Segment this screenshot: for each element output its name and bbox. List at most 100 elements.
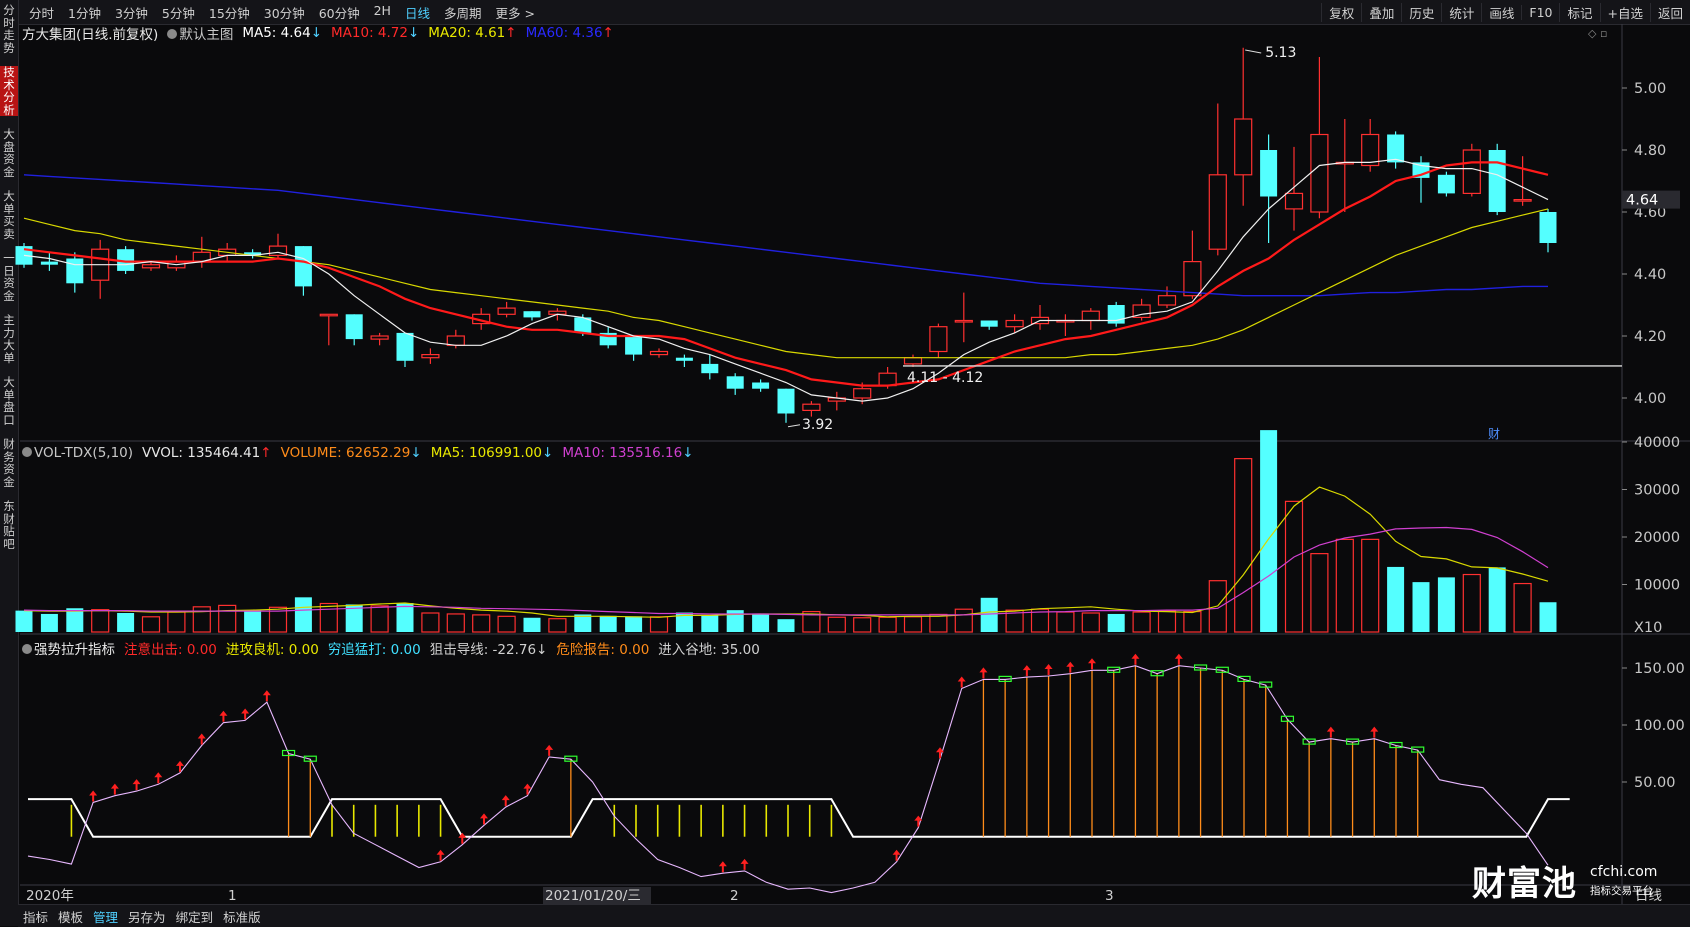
up-arrow-marker bbox=[132, 779, 141, 791]
volume-bar-down bbox=[294, 597, 312, 632]
sidebar-tab-3[interactable]: 大单买卖 bbox=[3, 189, 15, 241]
period-label: 日线 bbox=[1635, 888, 1662, 904]
sidebar-tab-5[interactable]: 主力大单 bbox=[3, 313, 15, 365]
toolbar-button-7[interactable]: +自选 bbox=[1599, 2, 1650, 22]
sidebar-tab-2[interactable]: 大盘资金 bbox=[3, 127, 15, 179]
volume-bar-up bbox=[929, 613, 948, 633]
volume-bar-down bbox=[1107, 613, 1125, 632]
sidebar-tab-8[interactable]: 东财贴吧 bbox=[3, 499, 15, 551]
sidebar-tab-6[interactable]: 大单盘口 bbox=[3, 375, 15, 427]
volume-bar-down bbox=[117, 613, 135, 632]
indicator-name[interactable]: 强势拉升指标 bbox=[22, 638, 115, 658]
bottom-tab-1[interactable]: 模板 bbox=[58, 909, 84, 925]
volume-bar-up bbox=[954, 608, 973, 633]
ind-tick-label: 150.00 bbox=[1634, 661, 1685, 677]
toolbar-button-3[interactable]: 统计 bbox=[1441, 2, 1481, 22]
toolbar-button-1[interactable]: 叠加 bbox=[1361, 2, 1401, 22]
down-box-marker bbox=[1237, 675, 1251, 683]
period-tab-6[interactable]: 60分钟 bbox=[318, 5, 360, 21]
volume-bar-down bbox=[1437, 577, 1455, 632]
up-arrow-marker bbox=[1370, 726, 1379, 738]
toolbar-button-0[interactable]: 复权 bbox=[1321, 2, 1361, 22]
period-tab-3[interactable]: 5分钟 bbox=[161, 5, 195, 21]
candle-up bbox=[1284, 192, 1304, 210]
period-tab-5[interactable]: 30分钟 bbox=[263, 5, 305, 21]
vol-tick-label: 40000 bbox=[1634, 435, 1680, 451]
bottom-tab-3[interactable]: 另存为 bbox=[128, 909, 166, 925]
up-arrow-marker bbox=[501, 795, 510, 807]
template-selector[interactable]: 默认主图 bbox=[167, 23, 233, 43]
volume-bar-down bbox=[701, 615, 719, 632]
high-pointer bbox=[1245, 49, 1262, 54]
period-tabs: 分时 1分钟 3分钟 5分钟 15分钟 30分钟 60分钟 2H 日线 多周期 更多 > bbox=[22, 3, 542, 22]
volume-bar-down bbox=[574, 614, 592, 632]
period-tab-1[interactable]: 1分钟 bbox=[68, 5, 101, 21]
down-box-marker bbox=[998, 675, 1012, 683]
period-tab-4[interactable]: 15分钟 bbox=[208, 5, 250, 21]
ma20-value: MA20: 4.61 bbox=[428, 25, 506, 41]
candle-up bbox=[853, 388, 872, 399]
main-chart-legend: 方大集团(日线.前复权) 默认主图 MA5: 4.64↓ MA10: 4.72↓… bbox=[22, 23, 614, 43]
toolbar-button-5[interactable]: F10 bbox=[1521, 4, 1559, 20]
up-arrow-marker bbox=[1066, 661, 1075, 673]
date-label: 2 bbox=[730, 888, 739, 904]
volume-bar-down bbox=[726, 610, 744, 632]
volume-bar-up bbox=[370, 605, 389, 633]
sidebar-tab-1[interactable]: 技术分析 bbox=[0, 66, 18, 116]
sidebar-tab-4[interactable]: 一日资金 bbox=[3, 251, 15, 303]
vol-indicator-name[interactable]: VOL-TDX(5,10) bbox=[22, 445, 133, 461]
period-tab-2[interactable]: 3分钟 bbox=[114, 5, 148, 21]
bottom-tab-2[interactable]: 管理 bbox=[93, 909, 119, 925]
bottom-tab-0[interactable]: 指标 bbox=[23, 909, 49, 925]
down-box-marker bbox=[1215, 666, 1229, 673]
volume-bar-up bbox=[472, 614, 491, 633]
period-tab-7[interactable]: 2H bbox=[373, 2, 391, 18]
toolbar-button-8[interactable]: 返回 bbox=[1649, 2, 1690, 22]
volume-bar-down bbox=[40, 613, 58, 632]
bottom-tab-5[interactable]: 标准版 bbox=[223, 909, 261, 925]
vol-ma10-value: MA10: 135516.16 bbox=[562, 445, 683, 461]
period-tab-9[interactable]: 多周期 bbox=[443, 5, 482, 21]
period-tab-10[interactable]: 更多 > bbox=[495, 5, 535, 21]
toolbar-button-2[interactable]: 历史 bbox=[1401, 2, 1441, 22]
up-arrow-marker bbox=[1326, 726, 1335, 738]
down-box-marker bbox=[1411, 746, 1425, 753]
vol-tick-label: 10000 bbox=[1634, 578, 1680, 594]
indicator-name-label: 强势拉升指标 bbox=[34, 642, 115, 658]
volume-bar-up bbox=[1284, 500, 1304, 633]
up-arrow-marker bbox=[523, 783, 532, 795]
volume-bar-up bbox=[1183, 610, 1202, 633]
crosshair-date-box bbox=[543, 887, 651, 904]
up-arrow-marker bbox=[436, 849, 445, 861]
volume-bar-down bbox=[244, 610, 262, 632]
watermark-site: cfchi.com bbox=[1590, 864, 1658, 880]
price-tick-label: 4.80 bbox=[1634, 143, 1666, 159]
price-tick-label: 5.00 bbox=[1634, 81, 1666, 97]
up-arrow-marker bbox=[1174, 653, 1183, 665]
date-label: 2020年 bbox=[26, 888, 74, 904]
sidebar-tab-7[interactable]: 财务资金 bbox=[3, 437, 15, 489]
stock-title[interactable]: 方大集团(日线.前复权) bbox=[22, 27, 159, 43]
toolbar-button-4[interactable]: 画线 bbox=[1481, 2, 1521, 22]
up-arrow-marker bbox=[914, 815, 923, 827]
volume-bar-up bbox=[141, 616, 161, 633]
vol-ma5-arrow: ↓ bbox=[542, 445, 554, 461]
candle-down bbox=[726, 376, 744, 389]
candle-down bbox=[244, 252, 262, 256]
volume-bar-down bbox=[15, 610, 33, 632]
volume-bar-up bbox=[1462, 573, 1481, 633]
settings-icon bbox=[22, 644, 32, 654]
top-toolbar: 分时 1分钟 3分钟 5分钟 15分钟 30分钟 60分钟 2H 日线 多周期 更多 > 复权 叠加历… bbox=[0, 0, 1690, 25]
price-tick-label: 4.20 bbox=[1634, 329, 1666, 345]
period-tab-0[interactable]: 分时 bbox=[29, 5, 55, 21]
bottom-tab-4[interactable]: 绑定到 bbox=[175, 909, 214, 925]
toolbar-button-6[interactable]: 标记 bbox=[1559, 2, 1599, 22]
sidebar-tab-0[interactable]: 分时走势 bbox=[3, 3, 15, 55]
finance-marker: 财 bbox=[1488, 427, 1500, 441]
down-box-marker bbox=[1259, 681, 1273, 688]
period-tab-8[interactable]: 日线 bbox=[404, 5, 430, 21]
volume-bar-down bbox=[1387, 566, 1405, 632]
volume-bar-down bbox=[1488, 567, 1506, 632]
watermark-brand: 财富池 bbox=[1472, 864, 1577, 904]
